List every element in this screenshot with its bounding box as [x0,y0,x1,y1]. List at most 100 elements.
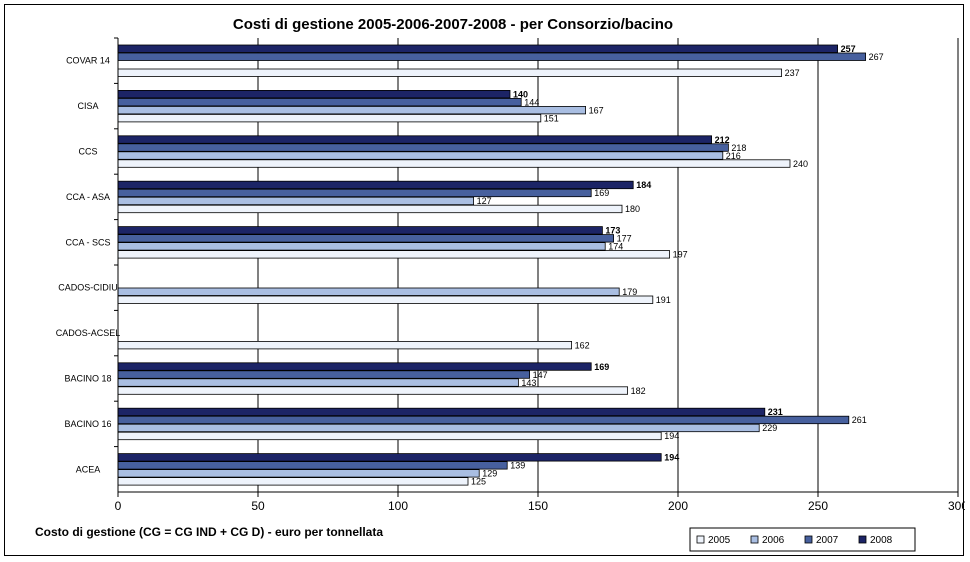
legend-label-2008: 2008 [870,535,893,546]
value-label-2008: 169 [594,362,609,372]
value-label-2006: 179 [622,287,637,297]
bars-layer [117,44,866,486]
value-label-2006: 143 [521,378,536,388]
category-label: COVAR 14 [66,56,110,66]
legend-label-2007: 2007 [816,535,839,546]
legend: 2005 2006 2007 2008 [689,527,916,552]
legend-swatch-2005 [696,535,705,544]
value-label-2005: 151 [544,113,559,123]
value-label-2005: 125 [471,477,486,487]
bar-2005 [117,204,623,214]
bar-2006 [117,242,606,251]
value-label-2006: 127 [477,196,492,206]
value-label-2007: 261 [852,415,867,425]
bar-2006 [117,106,587,115]
category-label: BACINO 16 [64,419,111,429]
value-label-2005: 240 [793,159,808,169]
bar-2005 [117,114,542,123]
value-label-2008: 184 [636,180,651,190]
bar-2005 [117,68,782,77]
bar-2006 [117,196,475,206]
bar-2006 [117,378,519,387]
value-label-2008: 212 [715,135,730,145]
value-label-2008: 257 [841,44,856,54]
x-tick-label-300: 300 [948,499,965,513]
chart-title: Costi di gestione 2005-2006-2007-2008 - … [233,16,673,33]
bar-2006 [117,423,760,433]
category-label: CCA - ASA [66,192,110,202]
value-label-2008: 140 [513,89,528,99]
x-tick-label-250: 250 [808,499,828,513]
value-label-2007: 139 [510,461,525,471]
axis-layer: 0 50 100 150 200 250 300 COVAR 14 CISA CCS CCA - A… [56,37,965,513]
value-label-2005: 182 [631,386,646,396]
bar-2007 [117,98,522,107]
value-label-2008: 194 [664,453,679,463]
bar-2007 [117,234,615,243]
category-label: CCA - SCS [65,237,110,247]
x-axis-title: Costo di gestione (CG = CG IND + CG D) -… [35,525,383,539]
value-label-2005: 191 [656,295,671,305]
bar-2005 [117,340,573,350]
bar-2005 [117,295,654,304]
bar-2008 [117,44,838,53]
value-label-2007: 218 [731,143,746,153]
x-tick-label-150: 150 [528,499,548,513]
legend-label-2005: 2005 [708,535,731,546]
bar-2007 [117,52,866,61]
value-label-2006: 216 [726,151,741,161]
bar-2005 [117,477,469,486]
value-label-2005: 194 [664,431,679,441]
legend-swatch-2008 [858,535,867,544]
value-label-2006: 129 [482,469,497,479]
value-label-2005: 237 [785,68,800,78]
bar-2007 [117,143,729,152]
value-label-2006: 174 [608,242,623,252]
value-label-2005: 197 [673,250,688,260]
legend-swatch-2007 [804,535,813,544]
bar-2008 [117,407,766,417]
category-label: BACINO 18 [64,374,111,384]
bar-2005 [117,386,629,395]
value-label-2008: 231 [768,407,783,417]
category-label: CADOS-CIDIU [58,283,118,293]
category-label: ACEA [76,464,101,474]
bar-chart: Costi di gestione 2005-2006-2007-2008 - … [35,16,965,552]
value-label-2007: 147 [533,370,548,380]
value-label-2005: 162 [575,340,590,350]
bar-2007 [117,188,592,198]
category-label: CCS [78,147,97,157]
bar-2007 [117,370,531,379]
chart-frame: Costi di gestione 2005-2006-2007-2008 - … [4,4,965,556]
legend-label-2006: 2006 [762,535,785,546]
bar-2008 [117,135,712,144]
bar-2008 [117,362,592,371]
bar-2008 [117,226,603,235]
bar-2007 [117,415,850,425]
bar-2008 [117,90,511,99]
bar-2007 [117,461,508,470]
value-label-2008: 173 [605,226,620,236]
legend-box [689,527,916,552]
value-label-2007: 169 [594,188,609,198]
bar-2008 [117,180,634,190]
legend-swatch-2006 [750,535,759,544]
bar-2006 [117,287,620,296]
bar-2005 [117,431,662,441]
bar-2005 [117,159,791,168]
category-label: CISA [77,101,98,111]
bar-2008 [117,453,662,462]
value-label-2007: 144 [524,97,539,107]
value-label-2006: 167 [589,105,604,115]
x-tick-label-0: 0 [115,499,122,513]
value-label-2007: 177 [617,234,632,244]
value-label-2005: 180 [625,204,640,214]
bar-2006 [117,151,724,160]
x-tick-label-200: 200 [668,499,688,513]
value-label-2007: 267 [869,52,884,62]
x-tick-label-50: 50 [251,499,265,513]
x-tick-label-100: 100 [388,499,408,513]
category-label: CADOS-ACSEL [56,328,121,338]
value-label-2006: 229 [762,423,777,433]
